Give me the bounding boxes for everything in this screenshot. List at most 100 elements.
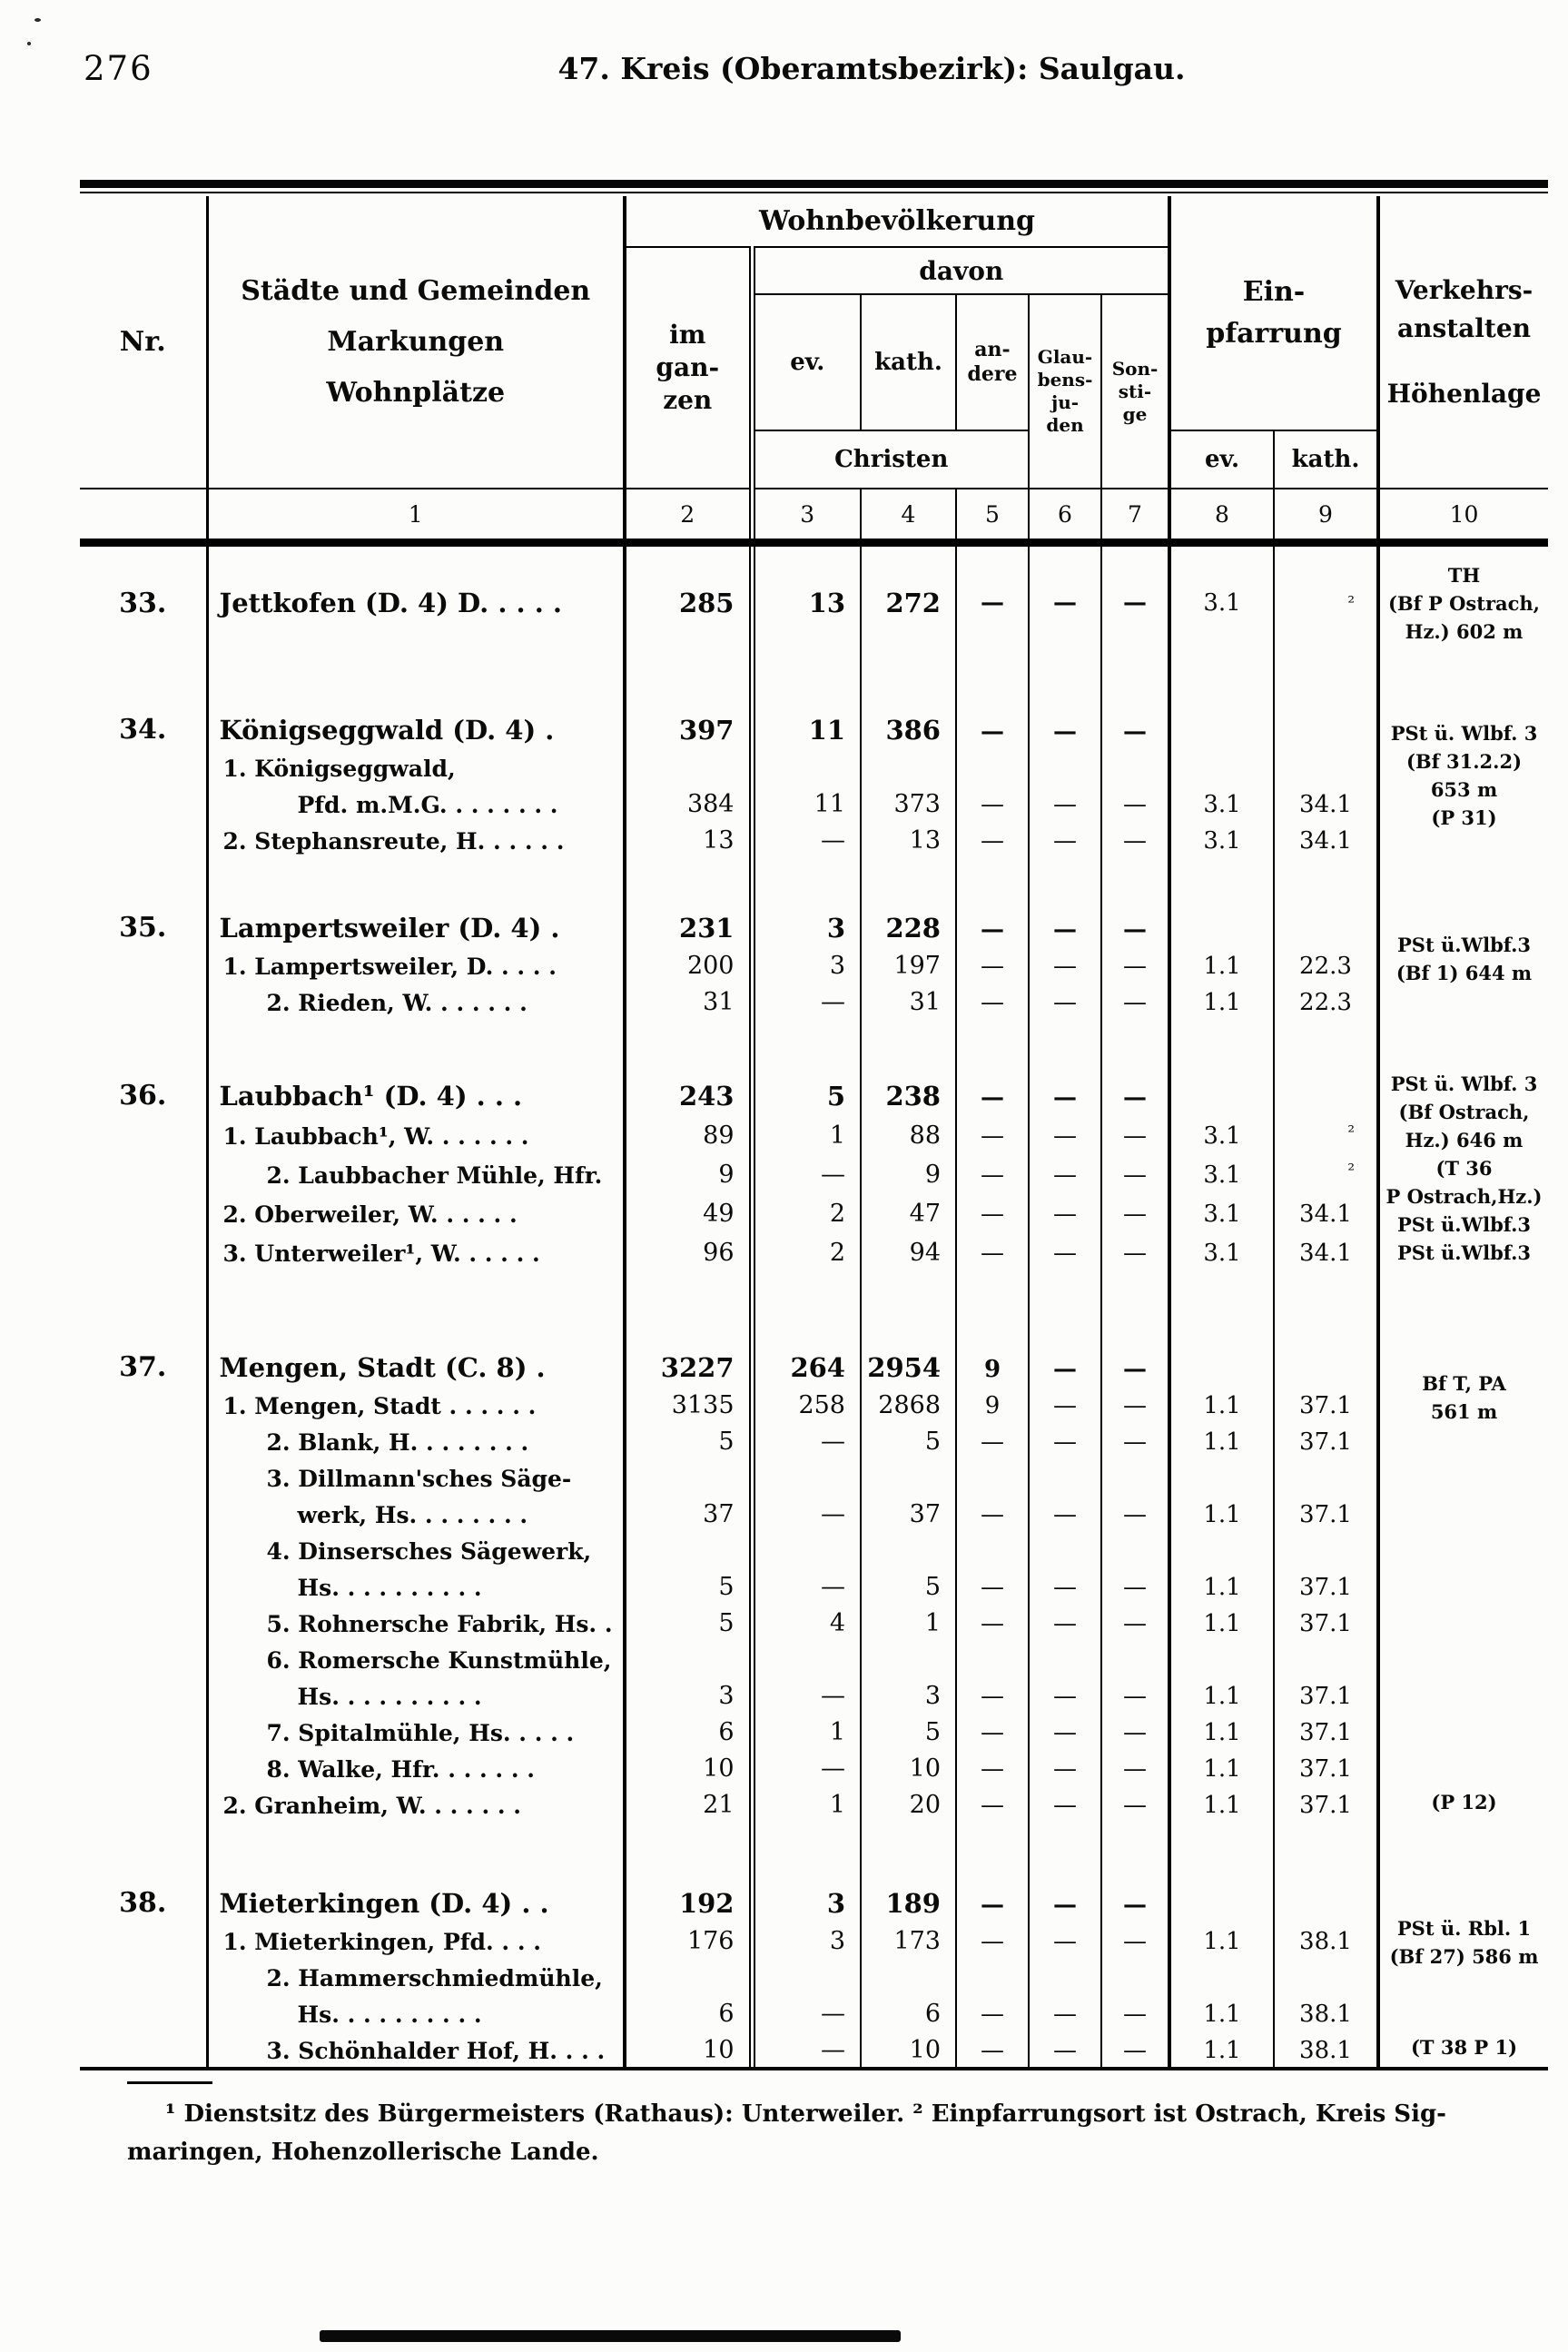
cell-einpfarrung-ev: 1.1: [1169, 1921, 1275, 1958]
cell-einpfarrung-kath: ²: [1274, 1152, 1380, 1192]
table-row: 6. Romersche Kunstmühle,: [80, 1639, 1548, 1676]
cell-juden: —: [1029, 1675, 1102, 1713]
footnote-separator: [127, 2081, 212, 2084]
row-number: 38.: [80, 1877, 209, 1922]
verkehr-line: (P 31): [1431, 805, 1497, 829]
cell-ev: 13: [752, 542, 862, 663]
verkehr-line: (T 38 P 1): [1410, 2035, 1518, 2059]
cell-kath: 5: [861, 1421, 957, 1458]
cell-andere: —: [956, 1494, 1030, 1531]
verkehr-line: PSt ü. Wlbf. 3: [1390, 721, 1538, 745]
row-number: 33.: [80, 542, 209, 663]
scan-speck: [35, 18, 41, 22]
col-header-nr: Nr.: [80, 196, 209, 489]
col-header-im-ganzen: im gan- zen: [625, 247, 755, 489]
cell-ev: 1: [752, 1712, 862, 1749]
table-row: 38. Mieterkingen (D. 4) . . 192 3 189 — …: [80, 1877, 1548, 2059]
cell-sonstige: —: [1101, 1675, 1171, 1713]
cell-verkehr: TH (Bf P Ostrach, Hz.) 602 m: [1378, 543, 1548, 663]
cell-andere: —: [956, 1748, 1030, 1785]
cell-andere: —: [956, 1067, 1030, 1114]
cell-kath: 373: [861, 784, 957, 821]
cell-andere: —: [956, 945, 1030, 983]
table-bottom-rule: [80, 2066, 1548, 2070]
spacer-row: [80, 1821, 1548, 1878]
cell-total: 200: [625, 945, 755, 983]
cell-verkehr: Bf T, PA 561 m (P 12): [1378, 1342, 1548, 1822]
cell-ev: 2: [752, 1191, 862, 1230]
cell-einpfarrung-ev: 1.1: [1169, 1603, 1275, 1640]
cell-ev: 264: [752, 1341, 862, 1386]
place-name: Mieterkingen (D. 4) . .: [207, 1877, 626, 1922]
cell-ev: 3: [752, 945, 862, 983]
cell-andere: —: [956, 704, 1030, 748]
cell-total: 285: [625, 542, 755, 663]
col-header-davon: davon: [752, 247, 1171, 295]
cell-total: 37: [625, 1494, 755, 1531]
cell-kath: 173: [861, 1921, 957, 1958]
cell-total: 10: [625, 2030, 755, 2067]
cell-einpfarrung-ev: 1.1: [1169, 945, 1275, 983]
place-name: 6. Romersche Kunstmühle,: [207, 1639, 626, 1676]
cell-kath: 6: [861, 1993, 957, 2031]
cell-einpfarrung-ev: 1.1: [1169, 1566, 1275, 1604]
cell-ev: 2: [752, 1230, 862, 1270]
place-name: 4. Dinsersches Sägewerk,: [207, 1530, 626, 1567]
cell-einpfarrung-ev: 1.1: [1169, 982, 1275, 1019]
cell-kath: 94: [861, 1230, 957, 1270]
col-header-glaubensjuden-line: Glau-: [1037, 346, 1093, 368]
place-name: 2. Stephansreute, H. . . . . .: [207, 820, 626, 857]
cell-juden: —: [1029, 945, 1102, 983]
cell-kath: 31: [861, 982, 957, 1019]
cell-total: 397: [625, 704, 755, 748]
cell-kath: 1: [861, 1603, 957, 1640]
col-header-einpfarrung-line: Ein-: [1242, 275, 1306, 308]
verkehr-line: Hz.) 602 m: [1405, 619, 1524, 643]
col-header-verkehr-line: Verkehrs-: [1395, 274, 1533, 305]
cell-sonstige: —: [1101, 1921, 1171, 1958]
cell-einpfarrung-ev: 1.1: [1169, 1748, 1275, 1785]
cell-total: 176: [625, 1921, 755, 1958]
footnote: ¹ Dienstsitz des Bürgermeisters (Rathaus…: [127, 2081, 1462, 2171]
verkehr-line: (Bf 1) 644 m: [1395, 962, 1533, 984]
cell-ev: —: [752, 1748, 862, 1785]
cell-einpfarrung-kath: 38.1: [1274, 1921, 1380, 1958]
cell-einpfarrung-kath: 22.3: [1274, 945, 1380, 983]
table-row: 1. Lampertsweiler, D. . . . . 200 3 197 …: [80, 945, 1548, 983]
cell-andere: —: [956, 2030, 1030, 2067]
place-name: 2. Laubbacher Mühle, Hfr.: [207, 1152, 626, 1192]
cell-ev: —: [752, 2030, 862, 2067]
cell-juden: —: [1029, 1385, 1102, 1422]
cell-andere: —: [956, 1784, 1030, 1822]
cell-ev: 1: [752, 1784, 862, 1822]
cell-kath: 2868: [861, 1385, 957, 1422]
cell-kath: 9: [861, 1152, 957, 1192]
cell-juden: —: [1029, 1993, 1102, 2031]
table-row: 33. Jettkofen (D. 4) D. . . . . 285 13 2…: [80, 542, 1548, 663]
cell-einpfarrung-ev: 3.1: [1169, 542, 1275, 663]
cell-total: 10: [625, 1748, 755, 1785]
cell-kath: 5: [861, 1712, 957, 1749]
verkehr-line: Hz.) 646 m: [1405, 1128, 1524, 1151]
col-header-andere: an- dere: [956, 294, 1030, 431]
place-name: Mengen, Stadt (C. 8) .: [207, 1341, 626, 1386]
cell-sonstige: —: [1101, 1712, 1171, 1749]
cell-sonstige: —: [1101, 1784, 1171, 1822]
header-row: ev. kath. an- dere Glau- bens- ju- den S…: [80, 294, 1548, 489]
cell-total: 9: [625, 1152, 755, 1192]
cell-kath: 238: [861, 1067, 957, 1114]
cell-einpfarrung-ev: 3.1: [1169, 1113, 1275, 1153]
cell-andere: —: [956, 1603, 1030, 1640]
cell-verkehr: PSt ü. Wlbf. 3 (Bf 31.2.2) 653 m (P 31): [1378, 705, 1548, 857]
cell-juden: —: [1029, 820, 1102, 857]
cell-sonstige: —: [1101, 542, 1171, 663]
row-number: 36.: [80, 1067, 209, 1114]
table-top-rule: [80, 180, 1548, 188]
spacer-row: [80, 1018, 1548, 1068]
verkehr-line: TH: [1447, 563, 1481, 587]
cell-juden: —: [1029, 1191, 1102, 1230]
col-header-andere-line: dere: [967, 362, 1018, 386]
col-number: 5: [956, 488, 1030, 547]
cell-juden: —: [1029, 1152, 1102, 1192]
col-number: 4: [861, 488, 957, 547]
